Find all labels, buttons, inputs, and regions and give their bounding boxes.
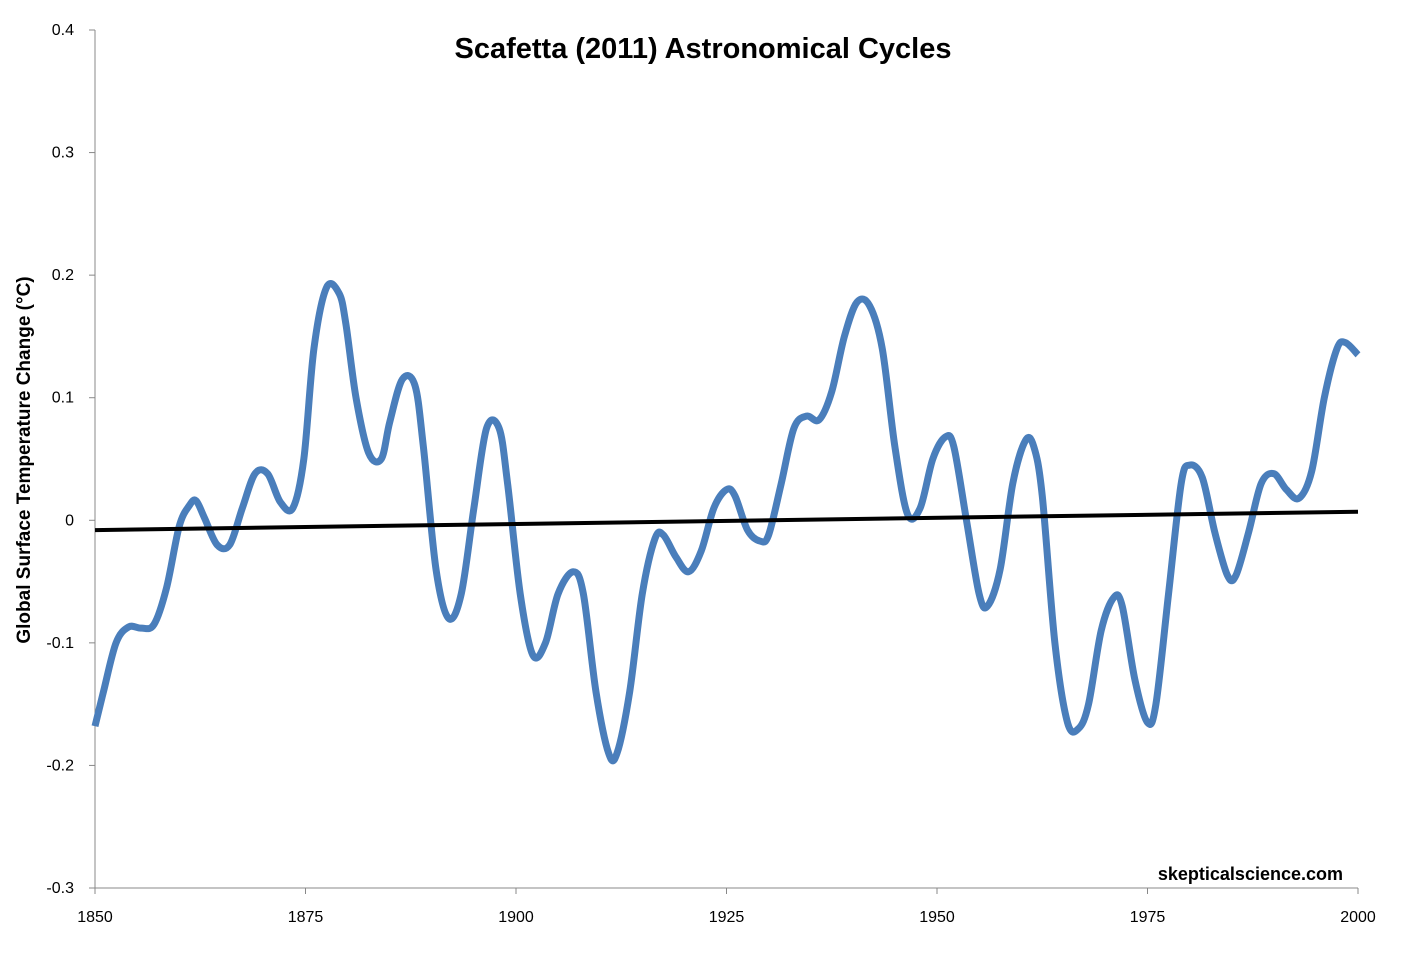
axes: -0.3 -0.2 -0.1 0 0.1 0.2 0.3 0.4 1850 1875 1900 192…	[46, 22, 1375, 926]
y-tick-label: 0	[65, 512, 74, 529]
y-axis-label: Global Surface Temperature Change (°C)	[14, 276, 35, 643]
x-tick-label: 1925	[709, 909, 745, 926]
series-line-linear-trend	[94, 509, 1359, 533]
series-group	[91, 280, 1361, 765]
x-tick-label: 1900	[498, 909, 534, 926]
watermark-annotation: skepticalscience.com	[1158, 864, 1343, 884]
x-tick-label: 1875	[288, 909, 324, 926]
y-tick-label: -0.3	[46, 880, 74, 897]
series-line-astronomical-cycles	[91, 280, 1361, 765]
y-tick-label: -0.2	[46, 757, 74, 774]
y-tick-label: -0.1	[46, 635, 74, 652]
x-tick-label: 1950	[919, 909, 955, 926]
x-tick-label: 2000	[1340, 909, 1376, 926]
y-tick-label: 0.4	[52, 22, 74, 39]
chart-title: Scafetta (2011) Astronomical Cycles	[455, 33, 952, 65]
y-tick-label: 0.3	[52, 145, 74, 162]
y-tick-label: 0.1	[52, 390, 74, 407]
x-tick-label: 1850	[77, 909, 113, 926]
y-tick-label: 0.2	[52, 267, 74, 284]
x-tick-label: 1975	[1130, 909, 1166, 926]
